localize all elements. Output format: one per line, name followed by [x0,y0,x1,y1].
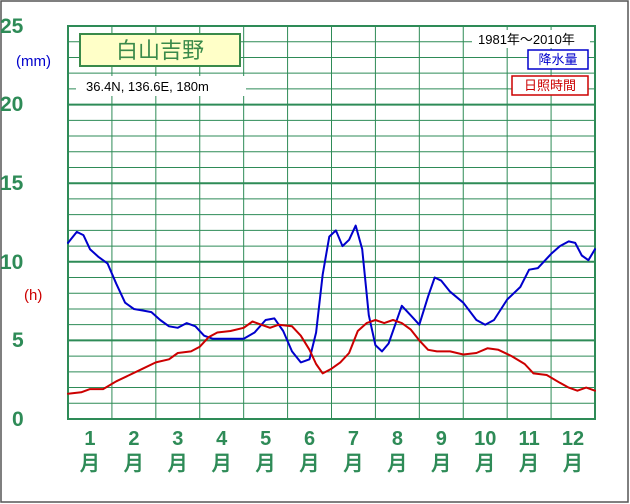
subtitle-bg [76,76,246,96]
x-tick-month-kanji: 月 [386,453,407,475]
y-tick-label: 20 [0,93,23,116]
x-tick-month-number: 4 [216,428,228,450]
y-tick-label: 25 [0,15,24,38]
y-tick-label: 0 [12,408,24,431]
x-tick-month-kanji: 月 [518,453,539,475]
x-tick-month-number: 12 [562,428,584,450]
x-tick-month-kanji: 月 [79,453,100,475]
title-box [79,33,241,67]
x-tick-month-kanji: 月 [211,453,232,475]
x-axis-ticks: 1 月 2 月 3 月 4 月 5 月 6 月 7 月 8 月 9 月 10 月 11 月 12 月 [79,428,584,475]
x-tick-month-number: 1 [84,428,95,450]
x-tick-month-kanji: 月 [167,453,188,475]
x-tick-month-kanji: 月 [255,453,276,475]
series-line-precipitation [67,224,596,364]
x-tick-month-kanji: 月 [299,453,320,475]
x-tick-month-number: 7 [348,428,359,450]
chart-subtitle: 36.4N, 136.6E, 180m [86,79,209,94]
x-tick-month-kanji: 月 [562,453,583,475]
x-tick-month-kanji: 月 [430,453,451,475]
x-tick-month-number: 2 [128,428,139,450]
precip-unit-label: (mm) [16,53,51,70]
legend-sunshine-label: 日照時間 [524,78,576,93]
x-tick-month-number: 8 [392,428,403,450]
x-tick-month-number: 3 [172,428,183,450]
x-tick-month-kanji: 月 [123,453,144,475]
series-line-sunshine [67,319,596,395]
x-tick-month-number: 11 [519,428,540,450]
sunshine-unit-label: (h) [24,287,42,304]
legend-sunshine-box [511,75,589,96]
series-group [67,224,596,395]
y-tick-label: 5 [12,329,24,352]
period-label: 1981年〜2010年 [478,32,575,47]
chart-title: 白山吉野 [116,38,204,63]
legend-precip-label: 降水量 [538,52,577,67]
y-tick-label: 15 [0,172,24,195]
period-bg [472,30,590,48]
x-tick-month-number: 10 [474,428,496,450]
y-axis-ticks: 0 5 10 15 20 25 [0,15,24,431]
x-tick-month-number: 6 [304,428,315,450]
x-tick-month-kanji: 月 [342,453,363,475]
x-tick-month-number: 5 [260,428,271,450]
legend-precip-box [527,49,589,70]
x-tick-month-number: 9 [436,428,447,450]
y-tick-label: 10 [0,251,23,274]
x-tick-month-kanji: 月 [474,453,495,475]
grid [68,26,595,419]
